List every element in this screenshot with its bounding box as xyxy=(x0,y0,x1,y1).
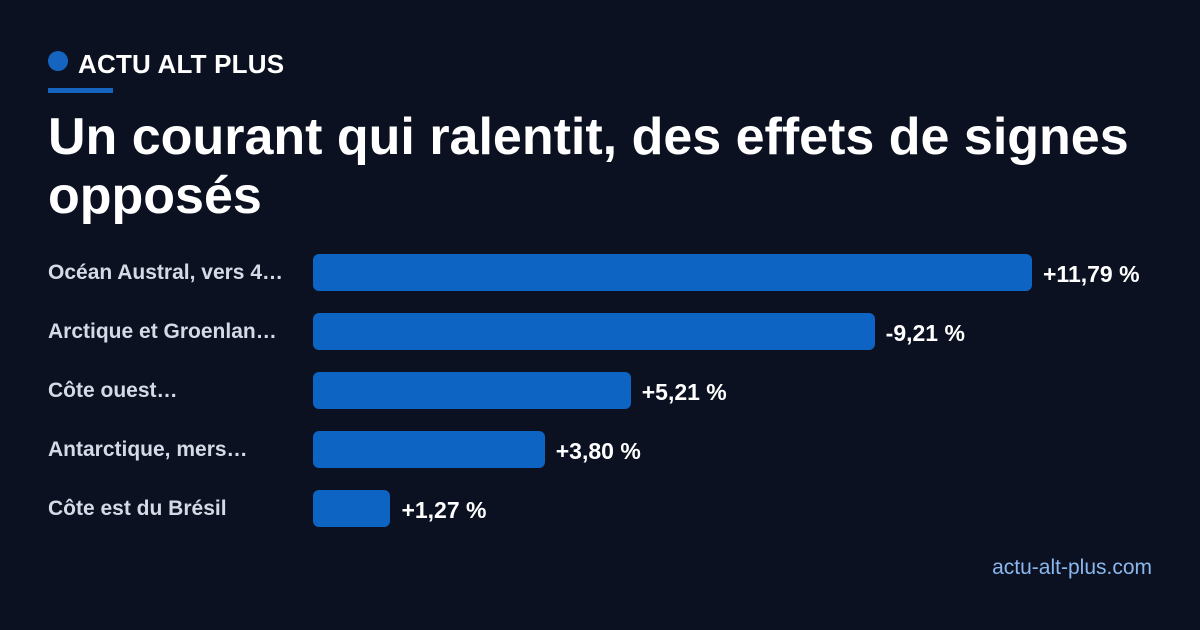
value-label: +5,21 % xyxy=(641,379,727,405)
value-label: +3,80 % xyxy=(555,438,641,464)
brand-dot-icon xyxy=(48,51,68,71)
category-label: Antarctique, mers… xyxy=(48,438,248,461)
site-url[interactable]: actu-alt-plus.com xyxy=(992,556,1152,579)
value-label: +11,79 % xyxy=(1043,261,1140,287)
value-label: -9,21 % xyxy=(885,320,965,346)
chart-row: Arctique et Groenlan… -9,21 % xyxy=(0,313,1200,350)
category-label: Côte ouest… xyxy=(48,379,178,402)
bar xyxy=(313,431,545,468)
chart-row: Côte est du Brésil +1,27 % xyxy=(0,490,1200,527)
brand: ACTU ALT PLUS xyxy=(48,46,284,82)
brand-name: ACTU ALT PLUS xyxy=(78,48,285,79)
bar xyxy=(313,313,875,350)
chart-title: Un courant qui ralentit, des effets de s… xyxy=(48,108,1129,225)
category-label: Arctique et Groenlan… xyxy=(48,320,277,343)
bar xyxy=(313,254,1032,291)
category-label: Océan Austral, vers 4… xyxy=(48,261,283,284)
bar xyxy=(313,490,391,527)
category-label: Côte est du Brésil xyxy=(48,497,227,520)
chart-row: Antarctique, mers… +3,80 % xyxy=(0,431,1200,468)
bar xyxy=(313,372,631,409)
value-label: +1,27 % xyxy=(401,497,487,523)
chart-row: Océan Austral, vers 4… +11,79 % xyxy=(0,254,1200,291)
brand-underline xyxy=(48,88,113,93)
chart-row: Côte ouest… +5,21 % xyxy=(0,372,1200,409)
